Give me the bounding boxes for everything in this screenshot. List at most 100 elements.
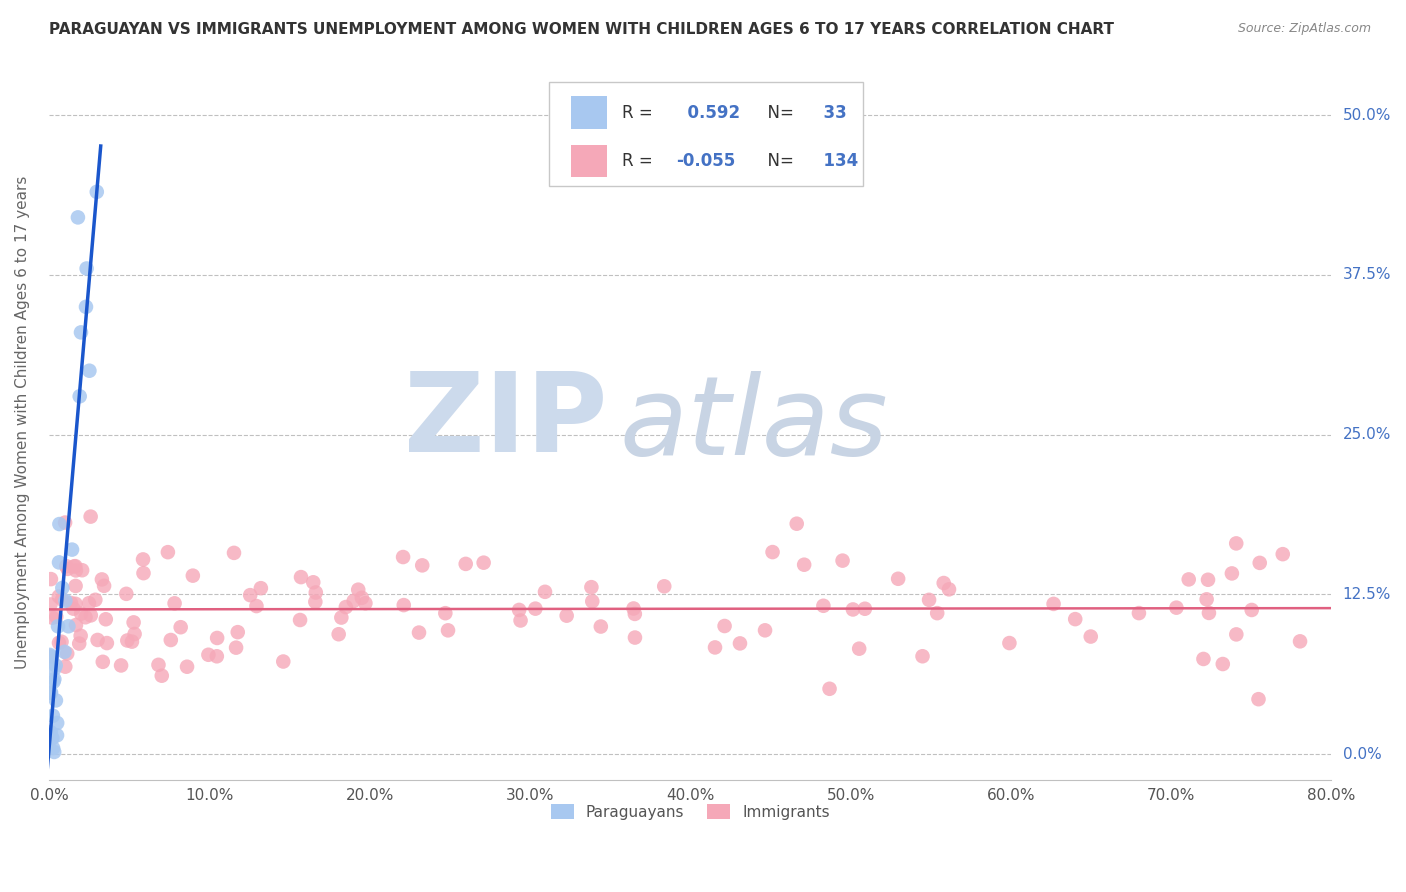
Point [77, 596, 100, 610]
Point [887, 572, 910, 586]
Point [117, 633, 139, 648]
Point [53, 659, 76, 673]
Point [39, 598, 62, 612]
Point [818, 681, 841, 696]
Point [115, 587, 138, 601]
Point [437, 624, 460, 638]
Point [41, 731, 63, 745]
Point [1247, 692, 1270, 706]
Point [53, 516, 76, 530]
Text: 25.0%: 25.0% [1343, 427, 1391, 442]
Point [46, 728, 69, 742]
Point [55, 593, 77, 607]
Point [524, 601, 547, 615]
Point [652, 579, 675, 593]
Point [38, 648, 60, 662]
Point [159, 632, 181, 647]
Point [41, 611, 63, 625]
Point [93, 579, 115, 593]
Point [1249, 556, 1271, 570]
Point [623, 601, 645, 615]
Point [44, 745, 66, 759]
Text: N=: N= [756, 103, 799, 121]
Point [56, 647, 79, 661]
Point [555, 608, 578, 623]
Point [1195, 592, 1218, 607]
Point [94, 612, 117, 626]
Point [48, 517, 70, 532]
Point [1289, 634, 1312, 648]
Point [831, 554, 853, 568]
Point [290, 570, 312, 584]
Point [271, 655, 294, 669]
Point [1240, 603, 1263, 617]
Point [1080, 630, 1102, 644]
Point [998, 636, 1021, 650]
Point [761, 545, 783, 559]
Point [48, 555, 70, 569]
Point [38, 649, 60, 664]
Point [45, 609, 67, 624]
Point [205, 649, 228, 664]
Point [1212, 657, 1234, 671]
Point [350, 591, 373, 605]
Point [65, 597, 87, 611]
Point [454, 557, 477, 571]
Point [150, 669, 173, 683]
Point [79, 509, 101, 524]
Point [66, 211, 89, 225]
Point [239, 588, 262, 602]
Point [509, 614, 531, 628]
Point [41, 649, 63, 664]
Text: 33: 33 [813, 103, 846, 121]
Point [1225, 627, 1247, 641]
Point [70, 563, 93, 577]
Point [302, 575, 325, 590]
Text: ZIP: ZIP [404, 368, 607, 475]
Text: 134: 134 [813, 152, 859, 169]
Point [51, 634, 73, 648]
Point [58, 619, 80, 633]
Bar [571, 145, 607, 177]
Point [70, 607, 93, 621]
Point [205, 631, 228, 645]
Point [1128, 606, 1150, 620]
Point [39, 572, 62, 586]
Point [62, 601, 84, 615]
Point [65, 559, 87, 574]
Point [226, 625, 249, 640]
Point [581, 580, 603, 594]
Point [63, 559, 86, 574]
Point [148, 657, 170, 672]
Point [434, 606, 457, 620]
Point [304, 595, 326, 609]
Point [1225, 536, 1247, 550]
Point [938, 582, 960, 597]
Point [55, 559, 77, 574]
Point [1271, 547, 1294, 561]
Y-axis label: Unemployment Among Women with Children Ages 6 to 17 years: Unemployment Among Women with Children A… [15, 175, 30, 668]
Point [121, 634, 143, 648]
Legend: Paraguayans, Immigrants: Paraguayans, Immigrants [544, 797, 837, 826]
Point [44, 672, 66, 686]
Point [918, 592, 941, 607]
Text: -0.055: -0.055 [676, 152, 735, 169]
Point [39, 686, 62, 700]
Text: R =: R = [623, 103, 658, 121]
Point [534, 584, 557, 599]
Point [793, 558, 815, 572]
Point [124, 627, 146, 641]
Point [110, 658, 132, 673]
Point [42, 674, 65, 689]
Point [581, 594, 603, 608]
Point [704, 640, 727, 655]
Point [225, 640, 247, 655]
Point [330, 610, 353, 624]
Point [51, 581, 73, 595]
Point [1192, 652, 1215, 666]
Text: PARAGUAYAN VS IMMIGRANTS UNEMPLOYMENT AMONG WOMEN WITH CHILDREN AGES 6 TO 17 YEA: PARAGUAYAN VS IMMIGRANTS UNEMPLOYMENT AM… [49, 22, 1114, 37]
Point [222, 546, 245, 560]
Point [39, 685, 62, 699]
Point [132, 552, 155, 566]
Point [75, 610, 97, 624]
